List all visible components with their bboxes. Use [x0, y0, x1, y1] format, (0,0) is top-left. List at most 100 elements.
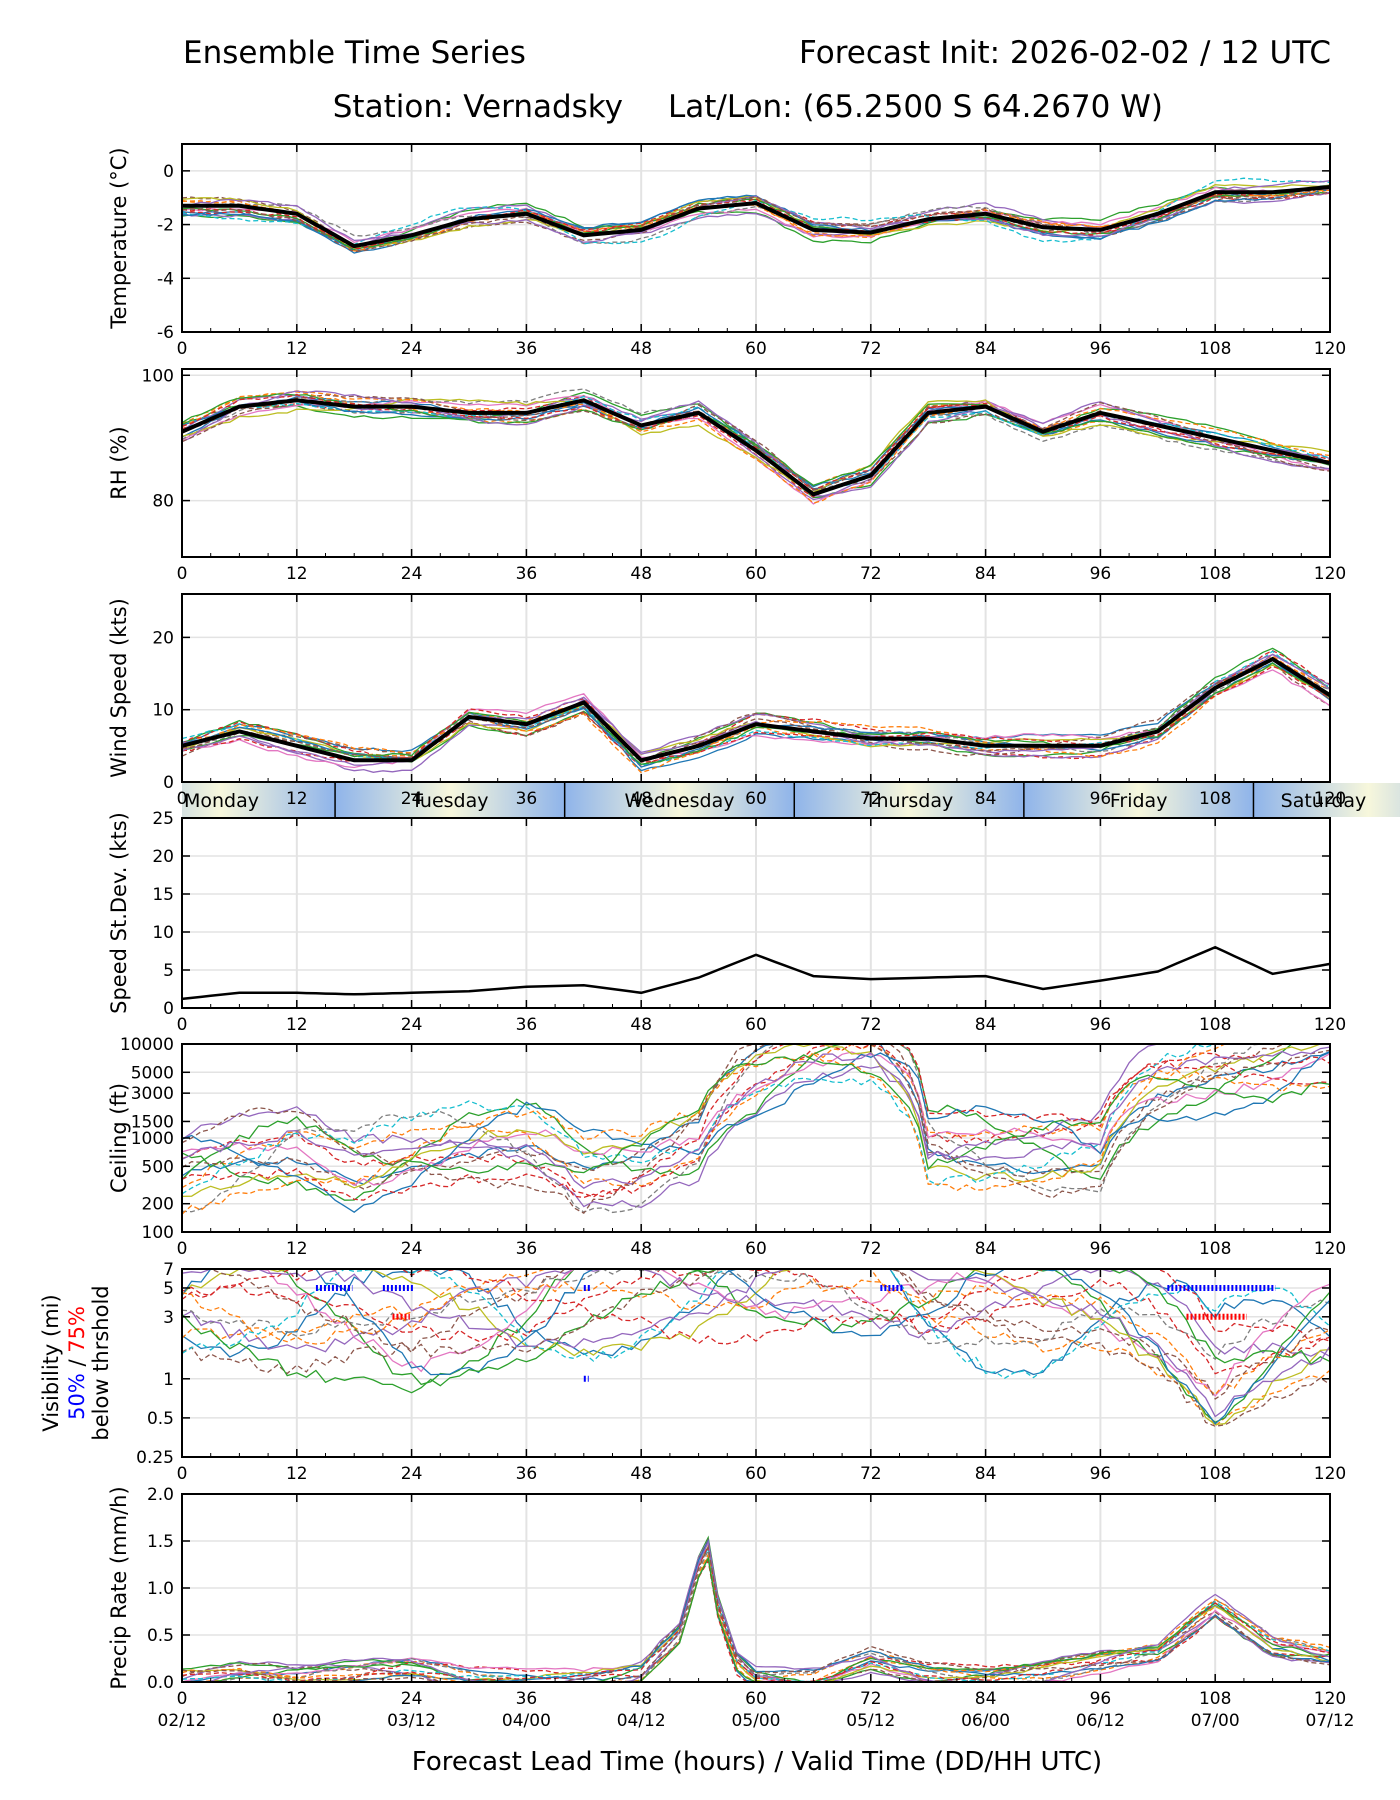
x-tick-label: 108 [1199, 789, 1231, 809]
x-tick-label: 96 [1090, 1689, 1112, 1709]
y-tick-label: 5 [163, 1279, 174, 1299]
day-segment [1253, 783, 1400, 817]
member-trace [181, 180, 1331, 243]
panel-3: 0 12 24 36 48 60 72 84 96 108 120 20 10 0 Wind Speed (… [107, 593, 1346, 809]
x-tick-label: 0 [177, 339, 188, 359]
day-label: Thursday [864, 790, 953, 812]
x-tick-label: 84 [975, 1239, 997, 1259]
x-tick-label: 96 [1090, 1464, 1112, 1484]
member-trace [181, 393, 1331, 491]
x-tick-label: 48 [630, 789, 652, 809]
y-tick-label: 0.5 [147, 1409, 174, 1429]
member-trace [181, 1545, 1331, 1683]
x-tick-label: 12 [286, 564, 308, 584]
x-tick-label: 72 [860, 564, 882, 584]
y-tick-label: 7 [163, 1260, 174, 1280]
y-tick-label: 20 [152, 628, 174, 648]
ensemble-mean-line [181, 656, 1332, 763]
x-tick-label: 24 [401, 564, 423, 584]
y-tick-label: 100 [142, 366, 174, 386]
x-tick-label: 108 [1199, 1015, 1231, 1035]
x-tick-label: 84 [975, 564, 997, 584]
pct50-label: 50% [65, 1373, 89, 1420]
y-tick-label: 5 [163, 961, 174, 981]
member-trace [181, 1043, 1330, 1215]
y-tick-label: 1.0 [147, 1579, 174, 1599]
member-trace [181, 390, 1331, 497]
panel-2: 0 12 24 36 48 60 72 84 96 108 120 100 80 RH (%) [107, 366, 1346, 584]
member-trace [181, 1051, 1331, 1186]
x-tick-label: 36 [516, 789, 538, 809]
y-tick-label: 1500 [131, 1112, 174, 1132]
title-right: Forecast Init: 2026-02-02 / 12 UTC [799, 35, 1331, 71]
x-tick-label: 0 [177, 789, 188, 809]
y-axis-label: Wind Speed (kts) [107, 598, 131, 778]
member-trace [181, 650, 1331, 766]
day-label: Wednesday [624, 790, 734, 812]
x-tick-label: 108 [1199, 1464, 1231, 1484]
x-tick-label: 84 [975, 1015, 997, 1035]
x-tick-label: 108 [1199, 564, 1231, 584]
member-trace [181, 183, 1331, 249]
valid-time-label: 02/12 [158, 1711, 207, 1731]
title-station: Station: Vernadsky [333, 89, 623, 125]
pct-separator: / [65, 1353, 89, 1373]
y-tick-label: 0 [163, 999, 174, 1019]
x-tick-label: 96 [1090, 1239, 1112, 1259]
y-tick-label: 3000 [131, 1084, 174, 1104]
title-latlon: Lat/Lon: (65.2500 S 64.2670 W) [668, 89, 1163, 125]
x-tick-label: 60 [745, 1464, 767, 1484]
y-tick-label: 500 [142, 1157, 174, 1177]
x-tick-label: 72 [860, 1689, 882, 1709]
x-tick-label: 120 [1314, 1239, 1346, 1259]
y-tick-label: 10 [152, 701, 174, 721]
x-tick-label: 60 [745, 1239, 767, 1259]
y-tick-label: 0.0 [147, 1673, 174, 1693]
visibility-label-line1: Visibility (mi) [39, 1294, 63, 1431]
y-tick-label: 15 [152, 885, 174, 905]
member-trace [181, 1046, 1331, 1189]
x-tick-label: 96 [1090, 789, 1112, 809]
x-tick-label: 72 [860, 789, 882, 809]
x-tick-label: 108 [1199, 1689, 1231, 1709]
panel-7: 0 12 24 36 48 60 72 84 96 108 120 2.0 1.5 1.0 0.5 0.0 Pr… [107, 1485, 1346, 1709]
member-trace [181, 1043, 1330, 1198]
member-trace [181, 1054, 1331, 1181]
y-tick-label: 0 [163, 162, 174, 182]
x-tick-label: 72 [860, 1239, 882, 1259]
x-tick-label: 120 [1314, 564, 1346, 584]
member-trace [181, 656, 1331, 763]
y-tick-label: 100 [142, 1223, 174, 1243]
member-trace [182, 1558, 1331, 1683]
panel-6: 0 12 24 36 48 60 72 84 96 108 120 75 3 1 0.5 0.25 Visibi… [39, 1260, 1346, 1484]
x-tick-label: 108 [1199, 1239, 1231, 1259]
x-tick-label: 0 [177, 564, 188, 584]
day-label: Tuesday [410, 790, 488, 812]
y-tick-label: 0.5 [147, 1626, 174, 1646]
x-tick-label: 60 [745, 564, 767, 584]
y-tick-label: 80 [152, 492, 174, 512]
member-trace [181, 1043, 1331, 1201]
day-label: Monday [184, 790, 259, 812]
member-trace [181, 1043, 1331, 1198]
y-tick-label: 0 [163, 773, 174, 793]
member-trace [181, 388, 1331, 491]
day-segment [794, 783, 1024, 817]
member-trace [182, 1535, 1331, 1683]
x-tick-label: 12 [286, 1689, 308, 1709]
member-trace [181, 191, 1331, 246]
day-segment [182, 783, 336, 817]
x-tick-label: 36 [516, 1239, 538, 1259]
panel-4: 0 12 24 36 48 60 72 84 96 108 120 25 20 15 10 5 0 Speed S… [107, 809, 1346, 1035]
x-tick-label: 12 [286, 1464, 308, 1484]
x-tick-label: 36 [516, 1689, 538, 1709]
member-trace [182, 1539, 1331, 1683]
x-tick-label: 60 [745, 339, 767, 359]
y-tick-label: -6 [157, 323, 174, 343]
visibility-label-percentiles: 50% / 75% [65, 1306, 89, 1420]
y-axis-label: Ceiling (ft) [107, 1083, 131, 1193]
member-trace [181, 1278, 1331, 1396]
y-tick-label: 0.25 [136, 1448, 174, 1468]
